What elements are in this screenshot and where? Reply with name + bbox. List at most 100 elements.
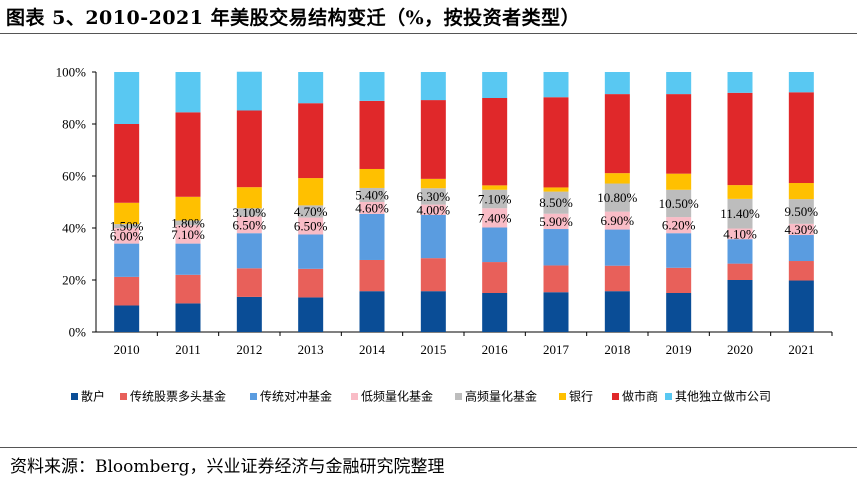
bar-segment bbox=[298, 103, 324, 179]
legend-label: 低频量化基金 bbox=[361, 389, 433, 404]
bar-segment bbox=[482, 208, 508, 228]
bar-segment bbox=[114, 276, 140, 306]
bar-segment bbox=[298, 72, 324, 104]
data-label: 6.00% bbox=[110, 228, 144, 243]
top-rule bbox=[0, 33, 857, 34]
y-tick-label: 20% bbox=[62, 273, 86, 288]
data-label: 5.40% bbox=[355, 187, 389, 202]
data-label: 8.50% bbox=[539, 195, 573, 210]
data-label: 4.10% bbox=[723, 226, 757, 241]
bar-segment bbox=[727, 198, 753, 229]
bar-segment bbox=[236, 208, 262, 217]
x-tick-label: 2011 bbox=[175, 342, 201, 357]
x-tick-label: 2015 bbox=[420, 342, 446, 357]
bar-segment bbox=[482, 189, 508, 209]
legend-swatch bbox=[559, 393, 566, 400]
bar-segment bbox=[114, 124, 140, 203]
bar-segment bbox=[420, 215, 446, 259]
data-label: 7.10% bbox=[171, 227, 205, 242]
x-tick-label: 2014 bbox=[359, 342, 386, 357]
data-label: 10.50% bbox=[659, 196, 699, 211]
bar-segment bbox=[727, 72, 753, 93]
bar-segment bbox=[604, 173, 630, 184]
bar-segment bbox=[482, 185, 508, 190]
bar-segment bbox=[114, 202, 140, 225]
bar-segment bbox=[359, 168, 385, 188]
data-label: 7.40% bbox=[478, 210, 512, 225]
bar-segment bbox=[543, 213, 569, 230]
chart-title: 图表 5、2010-2021 年美股交易结构变迁（%，按投资者类型） bbox=[6, 7, 581, 29]
legend-swatch bbox=[71, 393, 78, 400]
bar-segment bbox=[666, 72, 692, 95]
x-tick-label: 2013 bbox=[298, 342, 324, 357]
bar-segment bbox=[175, 220, 201, 226]
data-label: 4.00% bbox=[417, 202, 451, 217]
data-label: 10.80% bbox=[597, 190, 637, 205]
bar-segment bbox=[236, 110, 262, 188]
bar-segment bbox=[420, 100, 446, 179]
legend-swatch bbox=[455, 393, 462, 400]
bar-segment bbox=[298, 234, 324, 269]
x-tick-label: 2021 bbox=[788, 342, 814, 357]
bar-segment bbox=[666, 217, 692, 234]
bar-segment bbox=[543, 191, 569, 214]
data-label: 4.70% bbox=[294, 204, 328, 219]
bar-segment bbox=[175, 303, 201, 332]
data-label: 4.30% bbox=[785, 222, 819, 237]
data-label: 6.90% bbox=[601, 213, 635, 228]
bar-segment bbox=[788, 280, 814, 332]
data-label: 3.10% bbox=[233, 205, 267, 220]
bar-segment bbox=[604, 211, 630, 230]
legend-label: 其他独立做市公司 bbox=[675, 389, 771, 404]
bar-segment bbox=[482, 72, 508, 98]
bar-segment bbox=[175, 112, 201, 197]
legend-swatch bbox=[351, 393, 358, 400]
bar-segment bbox=[543, 265, 569, 293]
bar-segment bbox=[359, 187, 385, 202]
data-label: 4.60% bbox=[355, 200, 389, 215]
bar-segment bbox=[298, 268, 324, 298]
bar-segment bbox=[666, 233, 692, 268]
bar-segment bbox=[543, 72, 569, 98]
bar-segment bbox=[482, 262, 508, 293]
y-tick-label: 0% bbox=[69, 325, 87, 340]
bar-segment bbox=[236, 296, 262, 332]
y-tick-label: 100% bbox=[56, 65, 87, 80]
bar-segment bbox=[788, 223, 814, 236]
data-label: 7.10% bbox=[478, 192, 512, 207]
bar-segment bbox=[543, 292, 569, 332]
data-label: 6.50% bbox=[233, 217, 267, 232]
legend-label: 传统股票多头基金 bbox=[130, 389, 226, 404]
bar-segment bbox=[236, 268, 262, 297]
legend-label: 高频量化基金 bbox=[465, 389, 537, 404]
bar-segment bbox=[114, 228, 140, 244]
bar-segment bbox=[236, 233, 262, 269]
bar-segment bbox=[788, 92, 814, 184]
bar-segment bbox=[482, 293, 508, 332]
bar-segment bbox=[788, 183, 814, 200]
data-label: 5.90% bbox=[539, 214, 573, 229]
bar-segment bbox=[175, 72, 201, 113]
data-label: 1.80% bbox=[171, 215, 205, 230]
bar-segment bbox=[175, 243, 201, 275]
bar-segment bbox=[604, 183, 630, 212]
bar-segment bbox=[359, 259, 385, 292]
bar-segment bbox=[298, 205, 324, 218]
bar-segment bbox=[482, 98, 508, 186]
bar-segment bbox=[604, 265, 630, 292]
bar-segment bbox=[420, 258, 446, 292]
legend-label: 银行 bbox=[569, 390, 593, 404]
legend-swatch bbox=[250, 393, 257, 400]
bar-segment bbox=[236, 71, 262, 111]
x-tick-label: 2018 bbox=[604, 342, 630, 357]
bar-segment bbox=[788, 261, 814, 281]
bar-segment bbox=[114, 305, 140, 332]
bar-segment bbox=[298, 178, 324, 206]
bar-segment bbox=[727, 280, 753, 332]
data-label: 6.20% bbox=[662, 218, 696, 233]
data-label: 9.50% bbox=[785, 204, 819, 219]
bar-segment bbox=[788, 235, 814, 262]
bar-segment bbox=[727, 92, 753, 186]
bar-segment bbox=[727, 239, 753, 264]
